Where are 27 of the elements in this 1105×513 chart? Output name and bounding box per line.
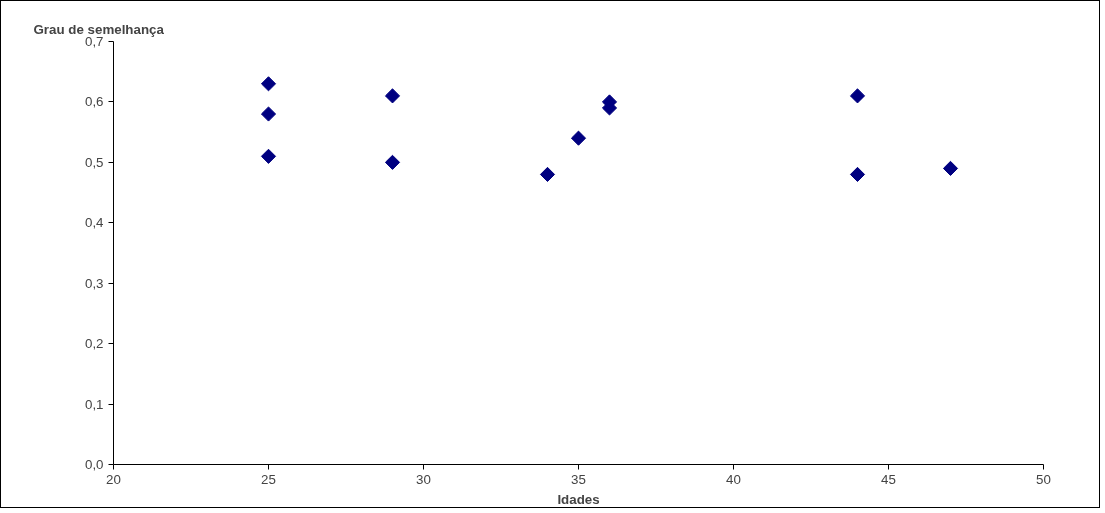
x-tick-label: 45	[881, 471, 896, 487]
point	[942, 160, 959, 176]
point	[570, 130, 587, 146]
x-tick-label: 20	[106, 471, 121, 487]
x-tick-label: 35	[571, 471, 586, 487]
x-tick-label: 50	[1036, 471, 1051, 487]
point	[260, 106, 277, 122]
point	[384, 88, 401, 104]
point	[260, 148, 277, 164]
y-tick-label: 0,6	[84, 94, 104, 110]
y-tick-label: 0,1	[84, 396, 104, 412]
y-tick-label: 0,3	[84, 275, 104, 291]
y-tick-label: 0,2	[84, 336, 104, 352]
point	[539, 166, 556, 183]
y-tick-label: 0,5	[84, 154, 104, 170]
x-tick-label: 40	[726, 471, 741, 487]
x-axis-title: Idades	[557, 491, 600, 507]
point	[849, 166, 866, 183]
y-tick-label: 0,7	[84, 34, 104, 49]
point	[260, 76, 277, 92]
point	[849, 88, 866, 104]
y-tick-label: 0,4	[84, 215, 105, 231]
x-tick-label: 30	[416, 471, 431, 487]
y-tick-label: 0,0	[84, 457, 104, 472]
y-axis-title: Grau de semelhança	[33, 21, 165, 37]
point	[384, 154, 401, 170]
x-tick-label: 25	[261, 471, 276, 487]
